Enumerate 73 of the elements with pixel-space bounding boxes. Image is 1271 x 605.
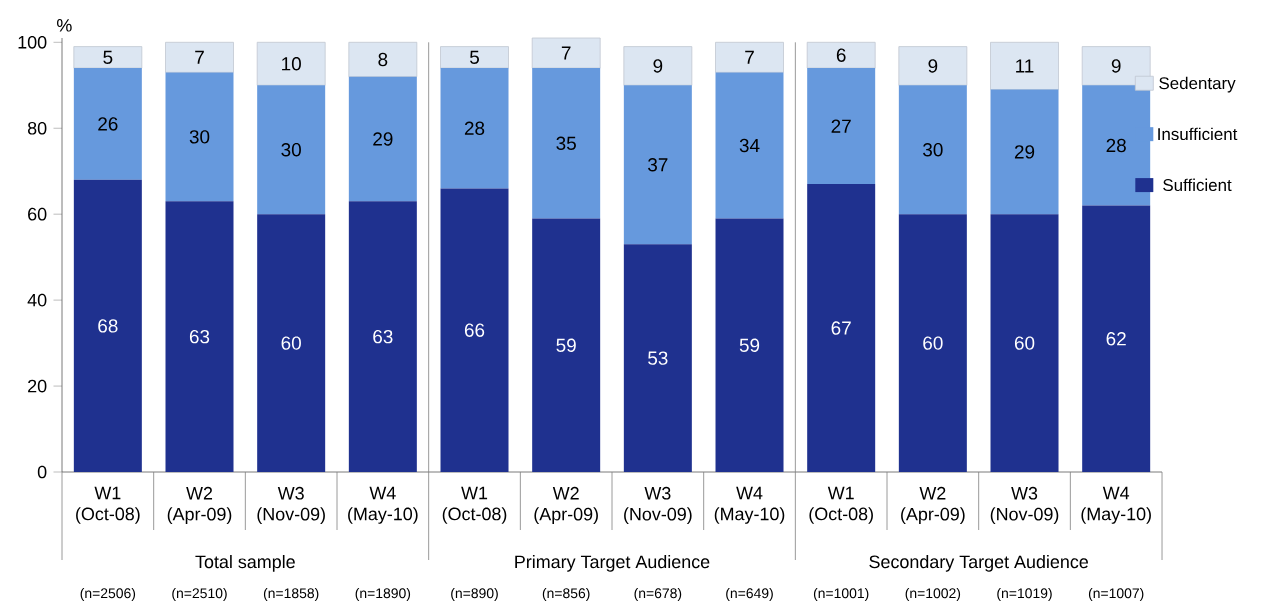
data-label: 6 [836, 48, 846, 62]
data-label: 27 [831, 119, 851, 133]
data-label: 29 [373, 132, 393, 146]
y-tick-label: 0 [37, 465, 47, 479]
y-tick-label: 20 [28, 379, 47, 393]
text: Primary Target Audience [515, 555, 710, 572]
x-tick-label: W2 (Apr-09) [167, 486, 232, 525]
data-label: 7 [195, 50, 204, 64]
data-label: 28 [1106, 138, 1126, 153]
data-label: 34 [739, 138, 760, 153]
x-tick-label: W3 (Nov-09) [257, 486, 325, 525]
data-label: 26 [98, 117, 118, 131]
text: (n=2510) [172, 587, 227, 601]
x-tick-label: W2 (Apr-09) [534, 486, 598, 525]
text: (n=1007) [1088, 587, 1144, 601]
x-tick-label: W1 (Oct-08) [76, 486, 140, 524]
x-tick-label: W3 (Nov-09) [990, 486, 1059, 525]
y-tick-label: 60 [28, 207, 47, 221]
legend-label: Sufficient [1163, 178, 1232, 192]
text: (n=1890) [355, 587, 411, 601]
data-label: 9 [1111, 59, 1121, 73]
data-label: 29 [1014, 145, 1035, 159]
data-label: 68 [98, 319, 118, 333]
y-tick-label: 80 [27, 121, 47, 135]
data-label: 11 [1016, 59, 1034, 73]
data-label: 9 [653, 59, 663, 73]
text: (n=1858) [263, 587, 319, 601]
data-label: 7 [745, 50, 754, 64]
data-label: 53 [648, 351, 668, 365]
data-label: 5 [103, 50, 113, 64]
text: Total sample [195, 555, 295, 572]
legend-label: Insufficient [1158, 127, 1238, 141]
data-label: 59 [556, 338, 576, 352]
data-label: 62 [1106, 332, 1126, 346]
legend-label: Sedentary [1159, 76, 1236, 93]
data-label: 30 [189, 130, 210, 144]
data-label: 8 [378, 52, 388, 67]
x-tick-label: W1 (Oct-08) [442, 486, 507, 524]
data-label: 60 [281, 336, 301, 350]
text: (n=2506) [80, 587, 136, 601]
x-tick-label: W4 (May-10) [714, 486, 785, 524]
x-tick-label: W1 (Oct-08) [809, 486, 873, 524]
data-label: 9 [928, 59, 938, 73]
data-label: 66 [464, 323, 485, 337]
data-label: 35 [556, 136, 576, 150]
data-label: 7 [561, 46, 571, 60]
data-label: 63 [373, 329, 393, 344]
data-label: 5 [469, 50, 479, 64]
data-label: 59 [739, 338, 760, 352]
text: (n=1001) [813, 587, 869, 601]
data-label: 28 [464, 121, 485, 135]
text: Secondary Target Audience [869, 555, 1089, 572]
data-label: 30 [923, 143, 943, 157]
text: (n=1019) [997, 587, 1052, 601]
text: (n=678) [634, 587, 682, 601]
data-label: 63 [189, 329, 210, 344]
text: (n=856) [542, 587, 590, 601]
data-label: 67 [831, 321, 851, 335]
y-tick-label: 100 [18, 35, 47, 49]
x-tick-label: W3 (Nov-09) [624, 486, 692, 525]
data-label: 60 [923, 336, 943, 350]
x-tick-label: W4 (May-10) [348, 486, 418, 524]
data-label: 37 [648, 158, 668, 172]
y-tick-label: 40 [27, 293, 47, 307]
y-axis-title: % [57, 19, 72, 32]
x-tick-label: W4 (May-10) [1081, 486, 1151, 524]
text: (n=649) [726, 587, 773, 601]
x-tick-label: W2 (Apr-09) [901, 486, 965, 525]
data-label: 30 [281, 143, 301, 157]
data-label: 60 [1014, 336, 1035, 350]
data-label: 10 [282, 57, 301, 71]
text: (n=890) [451, 587, 498, 601]
text: (n=1002) [905, 587, 961, 601]
